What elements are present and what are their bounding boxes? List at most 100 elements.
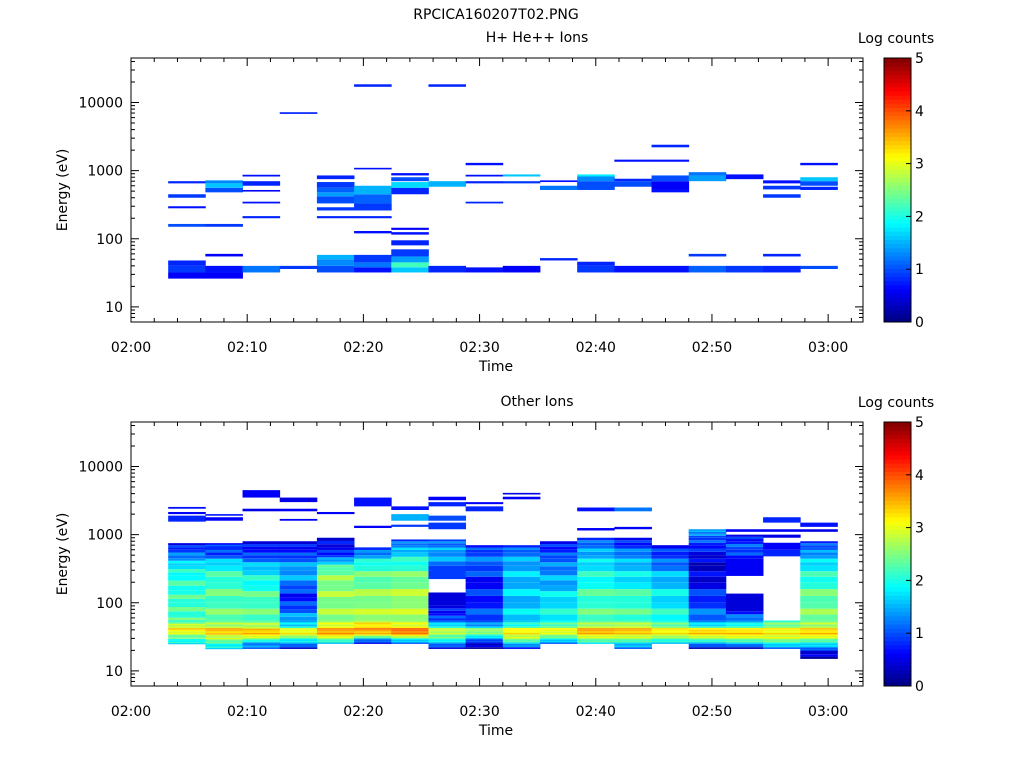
spectrogram-cell [279,570,318,576]
spectrogram-cell [800,181,838,186]
x-axis-label: Time [478,723,513,739]
spectrogram-cell [316,624,355,627]
spectrogram-cell [279,647,318,649]
spectrogram-cell [428,640,467,643]
spectrogram-cell [800,631,838,633]
spectrogram-cell [651,638,690,640]
colorbar-tick-label: 5 [915,415,924,431]
spectrogram-cell [168,575,206,581]
spectrogram-cell [688,631,727,633]
spectrogram-cell [539,180,578,183]
spectrogram-cell [391,582,429,590]
spectrogram-cell [279,629,318,632]
spectrogram-cell [502,561,541,566]
spectrogram-cell [242,580,281,586]
spectrogram-cell [539,546,578,550]
spectrogram-cell [651,189,690,193]
spectrogram-cell [279,635,318,638]
colorbar-tick-label: 3 [915,521,924,537]
spectrogram-cell [316,259,355,266]
spectrogram-cell [651,622,690,625]
spectrogram-cell [614,576,652,583]
spectrogram-cell [725,265,764,273]
spectrogram-cell [279,541,318,545]
spectrogram-cell [577,528,615,531]
spectrogram-cell [391,571,429,577]
spectrogram-cell [614,635,652,638]
spectrogram-cell [502,636,541,639]
spectrogram-cell [800,529,838,532]
spectrogram-cell [725,626,764,629]
spectrogram-cell [725,635,764,638]
spectrogram-cell [168,260,206,266]
spectrogram-cell [651,159,690,162]
spectrogram-cell [279,597,318,602]
spectrogram-cell [279,518,318,521]
spectrogram-cell [688,629,727,632]
spectrogram-cell [316,175,355,180]
spectrogram-cell [502,265,541,273]
spectrogram-cell [428,543,467,546]
spectrogram-cell [205,644,243,647]
spectrogram-cell [688,589,727,596]
spectrogram-cell [279,575,318,581]
spectrogram-cell [465,582,504,590]
spectrogram-cell [614,624,652,627]
spectrogram-cell [242,562,281,567]
spectrogram-cell [651,626,690,629]
spectrogram-cell [725,539,764,542]
spectrogram-cell [354,571,392,577]
spectrogram-cell [205,641,243,644]
spectrogram-cell [391,187,429,195]
spectrogram-cell [428,541,467,544]
spectrogram-cell [539,585,578,592]
spectrogram-cell [688,531,727,534]
spectrogram-cell [539,544,578,547]
y-tick-label: 10 [105,664,123,680]
spectrogram-cell [577,551,615,556]
spectrogram-cell [242,645,281,648]
spectrogram-cell [465,643,504,646]
spectrogram-cell [465,201,504,204]
spectrogram-cell [391,614,429,621]
spectrogram-cell [391,640,429,643]
spectrogram-cell [651,631,690,633]
spectrogram-cell [168,641,206,644]
spectrogram-cell [651,636,690,639]
spectrogram-cell [800,640,838,643]
spectrogram-cell [316,561,355,565]
spectrogram-cell [577,545,615,549]
spectrogram-cell [391,595,429,603]
spectrogram-cell [688,634,727,636]
spectrogram-cell [391,545,429,548]
spectrogram-cell [539,549,578,553]
spectrogram-cell [465,267,504,273]
spectrogram-cell [577,639,615,641]
spectrogram-cell [354,589,392,596]
spectrogram-cell [614,608,652,615]
spectrogram-cell [428,620,467,623]
spectrogram-cell [651,265,690,273]
spectrogram-cell [391,565,429,572]
spectrogram-cell [391,626,429,629]
spectrogram-cell [391,642,429,644]
spectrogram-cell [651,642,690,644]
spectrogram-cell [502,626,541,629]
spectrogram-cell [205,636,243,639]
spectrogram-cell [465,502,504,505]
spectrogram-cell [205,272,243,279]
spectrogram-cell [539,558,578,563]
spectrogram-cell [354,254,392,263]
spectrogram-cell [577,595,615,603]
spectrogram-cell [688,645,727,648]
spectrogram-cell [465,614,504,621]
spectrogram-cell [465,181,504,184]
spectrogram-cell [577,555,615,559]
spectrogram-cell [316,591,355,597]
spectrogram-cell [205,183,243,188]
spectrogram-cell [688,628,727,630]
spectrogram-cell [168,580,206,586]
spectrogram-cell [354,624,392,627]
spectrogram-cell [614,647,652,649]
